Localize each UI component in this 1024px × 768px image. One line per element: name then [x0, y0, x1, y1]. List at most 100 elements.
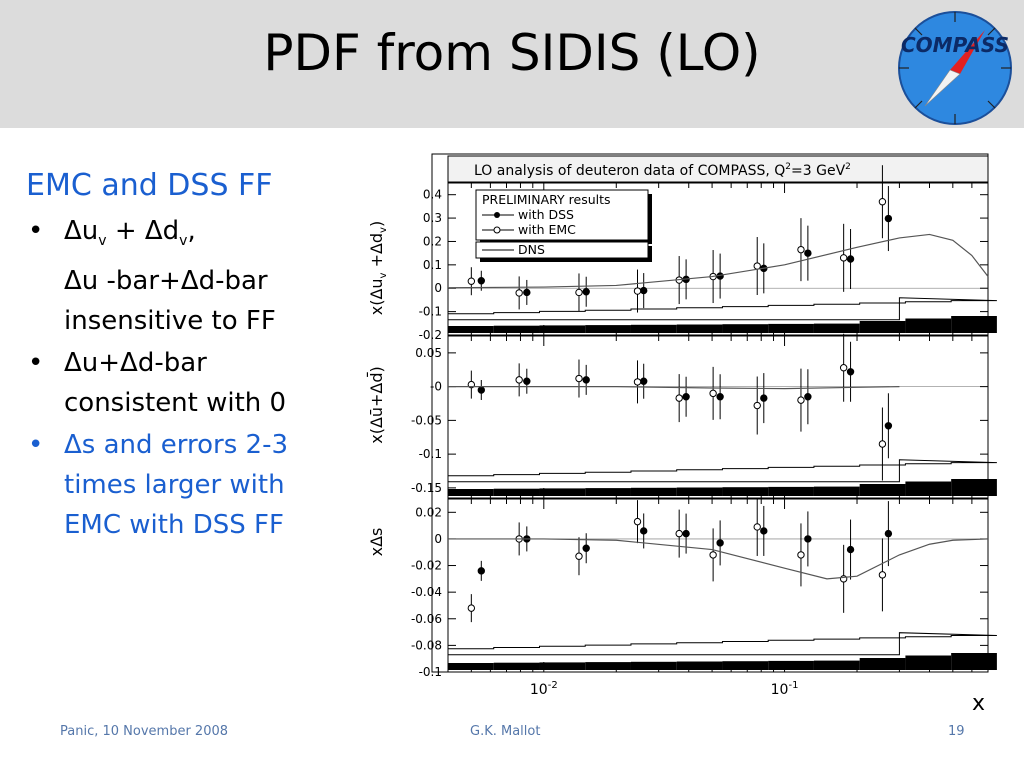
y-tick-label: -0.15: [411, 481, 442, 495]
ylabel-top: x(Δuv +Δdv): [367, 221, 389, 315]
data-point-emc: [675, 394, 683, 402]
data-point-dss: [760, 394, 768, 402]
data-point-emc: [753, 262, 761, 270]
data-point-dss: [477, 277, 485, 285]
y-tick-label: 0.2: [423, 234, 442, 248]
data-point-dss: [523, 288, 531, 297]
sys-band-bar: [859, 321, 906, 333]
sys-band-bar: [905, 655, 952, 670]
data-point-emc: [633, 287, 642, 295]
data-point-emc: [797, 396, 805, 404]
y-tick-label: 0.3: [423, 211, 442, 225]
sys-band-bar: [448, 326, 494, 333]
pdf-figure: LO analysis of deuteron data of COMPASS,…: [367, 153, 997, 716]
data-point-dss: [582, 376, 590, 384]
y-tick-label: -0.04: [411, 585, 442, 599]
data-point-dss: [846, 255, 855, 263]
sys-band-bar: [768, 660, 814, 670]
legend-emc: with EMC: [518, 222, 576, 237]
sys-band-outline: [447, 459, 997, 483]
b1-sub-a: v: [98, 233, 107, 250]
bullet-1: • Δuv + Δdv, Δu -bar+Δd-bar insensitive …: [26, 211, 366, 341]
data-point-emc: [797, 551, 805, 559]
y-tick-label: -0.1: [419, 447, 442, 461]
data-point-dss: [716, 539, 724, 547]
sys-band-bar: [585, 325, 631, 333]
bullet-3: • Δs and errors 2-3 times larger with EM…: [26, 425, 366, 545]
data-point-emc: [515, 289, 523, 297]
compass-logo: COMPASS: [898, 11, 1012, 125]
panel-frame: [447, 498, 989, 673]
y-tick-label: -0.1: [419, 305, 442, 319]
dns-curve: [447, 233, 989, 289]
data-point-dss: [477, 386, 485, 394]
b3-line2: times larger with: [64, 470, 285, 501]
data-point-dss: [640, 377, 648, 385]
sys-band-bar: [768, 486, 814, 496]
b2-line1: Δu+Δd-bar: [64, 348, 207, 379]
figure-title-box: [447, 155, 989, 183]
sys-band-bar: [493, 662, 540, 670]
data-point-dss: [640, 527, 648, 535]
dns-curve: [448, 538, 989, 580]
y-tick-label: 0: [434, 532, 442, 546]
ylabel-bottom: xΔs: [367, 528, 386, 557]
sys-band-bar: [630, 661, 677, 670]
heading-emc-dss: EMC and DSS FF: [26, 168, 273, 203]
data-point-dss: [884, 214, 893, 223]
footer-author: G.K. Mallot: [470, 724, 541, 739]
b1-line3: insensitive to FF: [64, 306, 276, 337]
sys-band-bar: [905, 481, 952, 496]
bullet-2: • Δu+Δd-bar consistent with 0: [26, 343, 366, 423]
y-tick-label: -0.2: [419, 328, 442, 342]
sys-band-bar: [630, 487, 677, 496]
sys-band-bar: [951, 479, 997, 496]
data-point-dss: [884, 529, 893, 538]
data-point-emc: [633, 378, 642, 386]
sys-band-bar: [448, 663, 494, 670]
y-tick-label: -0.05: [411, 413, 442, 427]
data-point-dss: [804, 535, 812, 543]
data-point-dss: [477, 567, 485, 575]
x-tick-label-1e-2: 10-2: [530, 680, 558, 698]
logo-text: COMPASS: [901, 33, 1009, 57]
b1-a: Δu: [64, 216, 99, 246]
y-tick-label: -0: [430, 380, 442, 394]
y-tick-label: 0.05: [415, 346, 442, 360]
sys-band-bar: [951, 316, 997, 333]
data-point-emc: [675, 529, 683, 538]
sys-band-bar: [813, 323, 860, 333]
b1-b: + Δd: [106, 216, 180, 246]
y-tick-label: -0.08: [411, 638, 442, 652]
slide-title: PDF from SIDIS (LO): [263, 24, 761, 82]
sys-band-bar: [813, 660, 860, 670]
legend-title: PRELIMINARY results: [482, 192, 611, 207]
sys-band-bar: [448, 489, 494, 496]
sys-band-bar: [813, 486, 860, 496]
legend: PRELIMINARY results with DSS with EMC DN…: [475, 189, 652, 262]
data-point-emc: [797, 245, 805, 254]
b2-line2: consistent with 0: [64, 388, 287, 419]
b1-line2: Δu -bar+Δd-bar: [64, 266, 268, 297]
data-point-emc: [709, 551, 717, 559]
data-point-dss: [804, 249, 812, 257]
sys-band-bar: [859, 484, 906, 496]
data-point-emc: [575, 288, 583, 297]
y-tick-label: 0.1: [423, 258, 442, 272]
panel-middle: -0.15 -0.1 -0.05 -0 0.05: [411, 333, 997, 499]
legend-emc-marker: [493, 226, 501, 234]
data-point-dss: [760, 527, 768, 535]
data-point-dss: [716, 393, 724, 401]
data-point-dss: [582, 288, 590, 296]
data-point-dss: [640, 286, 648, 295]
y-tick-label: 0.4: [423, 188, 442, 202]
panel-top: -0.2 -0.1 0 0.1 0.2 0.3 0.4: [419, 165, 997, 342]
y-tick-label: 0.02: [415, 505, 442, 519]
panel-frame: [447, 335, 989, 499]
data-point-dss: [846, 368, 855, 376]
sys-band-bar: [539, 488, 586, 496]
data-point-emc: [515, 376, 523, 384]
data-point-emc: [633, 517, 642, 526]
sys-band-outline: [447, 297, 997, 321]
sys-band-bar: [676, 324, 723, 333]
